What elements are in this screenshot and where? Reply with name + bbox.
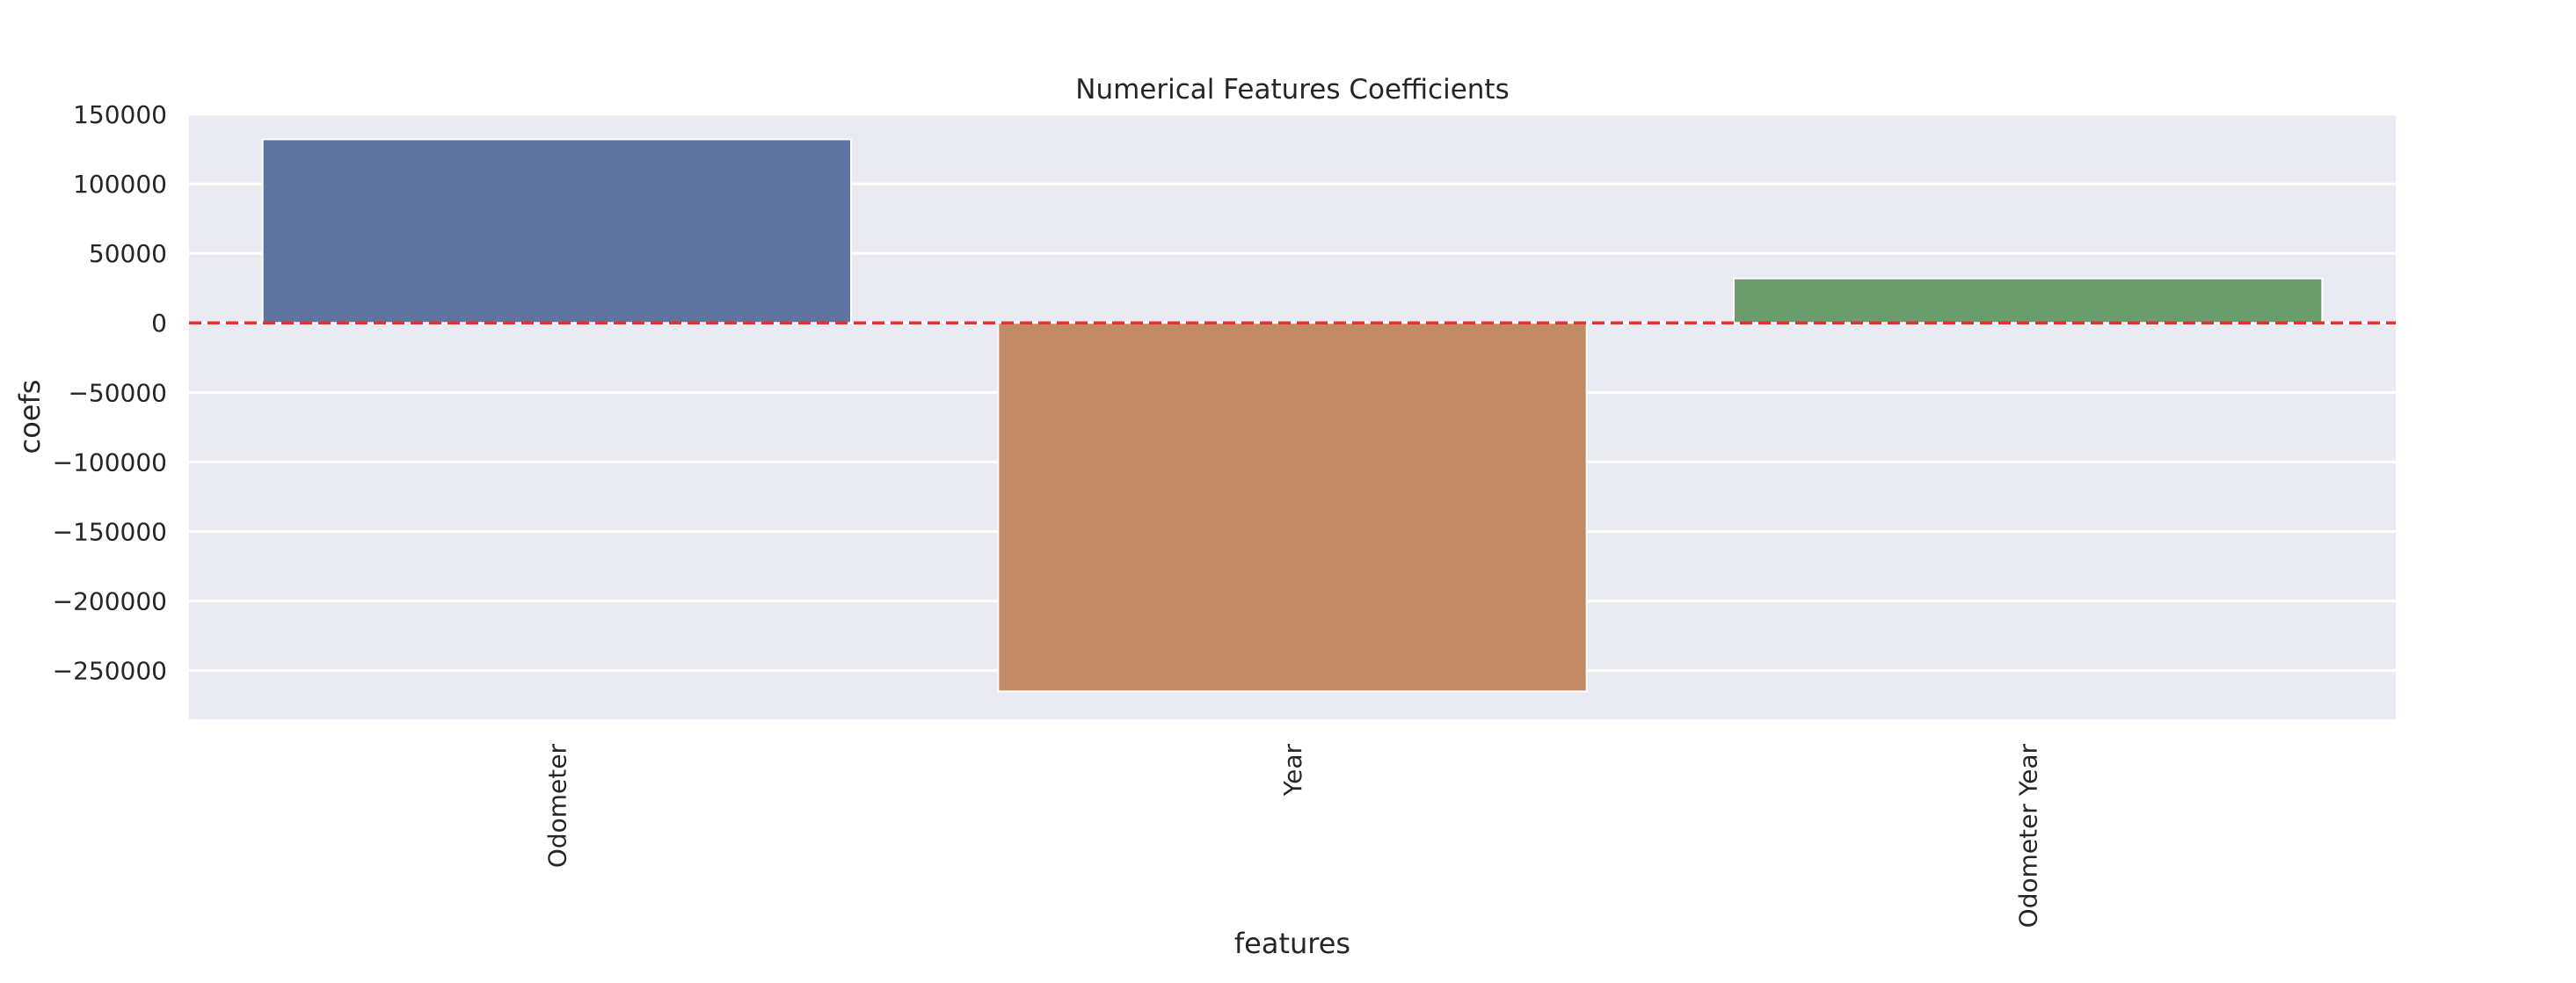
y-tick-labels: 150000 100000 50000 0 −50000 −100000 −150000 −2… (53, 100, 167, 686)
y-tick-label: 100000 (73, 170, 167, 199)
y-tick-label: 50000 (89, 239, 167, 268)
bars (261, 138, 2324, 693)
x-tick-label: Odometer Year (2014, 744, 2043, 928)
y-tick-label: 150000 (73, 100, 167, 129)
chart-title: Numerical Features Coefficients (1075, 74, 1509, 106)
x-tick-label: Year (1278, 744, 1307, 797)
y-tick-label: −250000 (53, 657, 167, 686)
y-tick-label: −200000 (53, 587, 167, 616)
y-tick-label: −50000 (68, 378, 167, 407)
y-tick-label: 0 (151, 309, 167, 338)
bar-odometer (261, 138, 852, 324)
y-tick-label: −100000 (53, 448, 167, 477)
x-axis-title: features (1234, 927, 1350, 960)
y-axis-title: coefs (13, 380, 47, 455)
bar-year (997, 322, 1588, 693)
bar-odometer-year (1733, 277, 2324, 324)
y-tick-label: −150000 (53, 517, 167, 546)
x-tick-labels: Odometer Year Odometer Year (542, 744, 2042, 928)
x-tick-label: Odometer (542, 744, 571, 869)
